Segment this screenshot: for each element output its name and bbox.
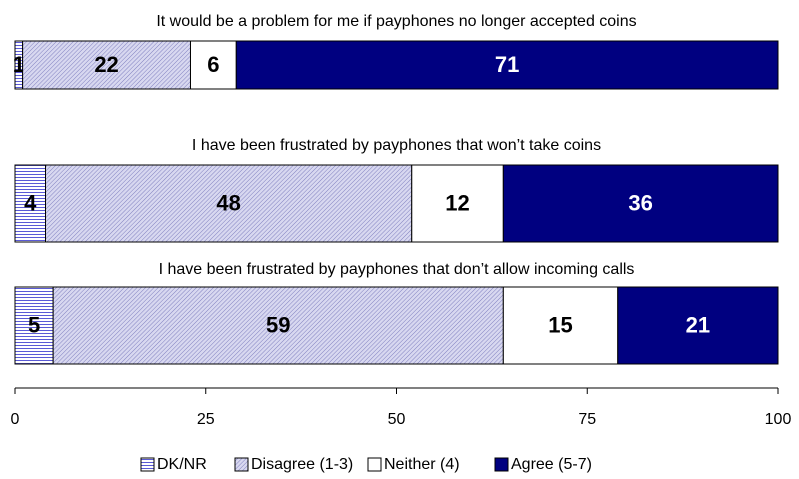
x-tick-label: 100 <box>765 411 792 428</box>
bar-segment <box>235 40 779 90</box>
x-tick-label: 25 <box>197 411 215 428</box>
value-label: 22 <box>94 52 118 77</box>
value-label: 59 <box>266 312 290 337</box>
x-tick-label: 0 <box>11 411 20 428</box>
bar-segment <box>45 164 413 243</box>
legend-swatch <box>494 457 509 472</box>
bar-segment <box>502 286 619 365</box>
bar-segment <box>411 164 504 243</box>
legend-swatch <box>367 457 382 472</box>
x-tick-label: 75 <box>578 411 596 428</box>
value-label: 5 <box>28 312 40 337</box>
legend-label: DK/NR <box>157 456 207 473</box>
value-label: 48 <box>216 190 240 215</box>
bar-segment <box>14 286 54 365</box>
legend-swatch <box>234 457 249 472</box>
bar-segment <box>22 40 191 90</box>
legend-label: Neither (4) <box>384 456 460 473</box>
legend-label: Disagree (1-3) <box>251 456 353 473</box>
category-label: I have been frustrated by payphones that… <box>159 261 635 278</box>
category-label: I have been frustrated by payphones that… <box>192 137 601 154</box>
value-label: 21 <box>686 312 710 337</box>
value-label: 71 <box>495 52 519 77</box>
value-label: 36 <box>628 190 652 215</box>
value-label: 15 <box>548 312 572 337</box>
bar-segment <box>502 164 779 243</box>
x-tick-label: 50 <box>388 411 406 428</box>
legend-label: Agree (5-7) <box>511 456 592 473</box>
category-label: It would be a problem for me if payphone… <box>156 13 636 30</box>
legend-swatch <box>140 457 155 472</box>
value-label: 4 <box>24 190 37 215</box>
bar-segment <box>14 164 47 243</box>
value-label: 6 <box>207 52 219 77</box>
bar-segment <box>52 286 504 365</box>
bar-segment <box>617 286 779 365</box>
value-label: 1 <box>13 52 25 77</box>
value-label: 12 <box>445 190 469 215</box>
